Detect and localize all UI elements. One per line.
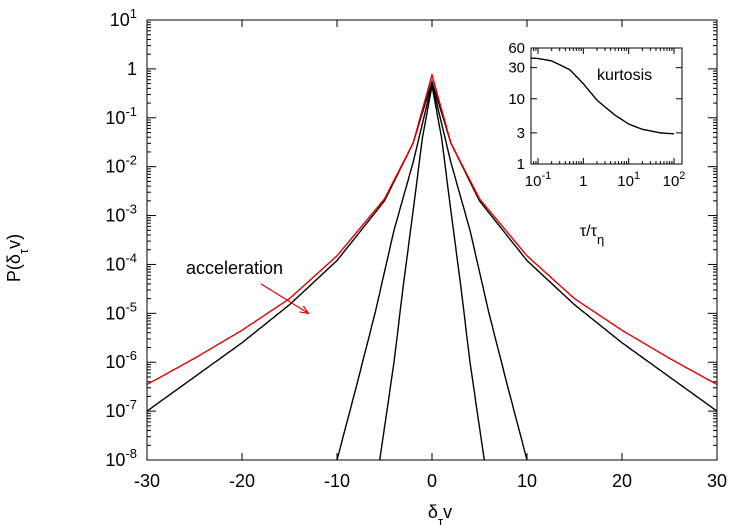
series-line-0	[379, 85, 485, 460]
inset-x-tick-label: 1	[579, 173, 587, 190]
y-tick-label: 10-8	[105, 446, 137, 470]
inset-series-line-0	[531, 57, 674, 135]
y-tick-label: 10-6	[105, 348, 137, 372]
series-line-1	[336, 83, 528, 460]
annotation-kurtosis: kurtosis	[597, 67, 652, 84]
main-plot: -30 -20 -10 0 10 20 30101110-110-210-310-410-5…	[105, 6, 727, 491]
inset-y-tick-label: 3	[517, 125, 525, 142]
inset-x-tick-label: 10-1	[525, 170, 551, 190]
inset-background	[527, 44, 686, 168]
x-tick-label: -30	[134, 471, 160, 491]
inset-y-tick-label: 10	[508, 91, 525, 108]
x-tick-label: 10	[517, 471, 537, 491]
y-tick-label: 10-2	[105, 153, 137, 177]
y-tick-label: 10-1	[105, 104, 137, 128]
inset-y-tick-label: 30	[508, 60, 525, 77]
y-tick-label: 10-3	[105, 202, 137, 226]
series-line-2	[147, 79, 717, 412]
y-tick-label: 10-5	[105, 299, 137, 323]
x-tick-label: 20	[612, 471, 632, 491]
x-tick-label: 0	[427, 471, 437, 491]
annotation-arrow	[260, 283, 309, 314]
inset-x-tick-label: 101	[617, 170, 640, 190]
inset-y-tick-label: 60	[508, 40, 525, 57]
y-tick-label: 10-4	[105, 250, 137, 274]
y-axis-label: P(δτv)	[4, 234, 31, 282]
inset-x-axis-label: τ/τη	[580, 223, 604, 247]
inset-frame	[530, 47, 683, 165]
y-tick-label: 10-7	[105, 397, 137, 421]
x-tick-label: -10	[324, 471, 350, 491]
x-tick-label: -20	[229, 471, 255, 491]
x-tick-label: 30	[707, 471, 727, 491]
annotation-acceleration: acceleration	[186, 258, 283, 278]
y-tick-label: 1	[127, 59, 137, 79]
inset-y-tick-label: 1	[517, 156, 525, 173]
y-tick-label: 101	[110, 6, 137, 30]
annotation-arrowhead	[299, 305, 310, 315]
inset-x-tick-label: 102	[663, 170, 686, 190]
series-line-3	[147, 72, 717, 386]
x-axis-label: δτv	[428, 502, 452, 525]
